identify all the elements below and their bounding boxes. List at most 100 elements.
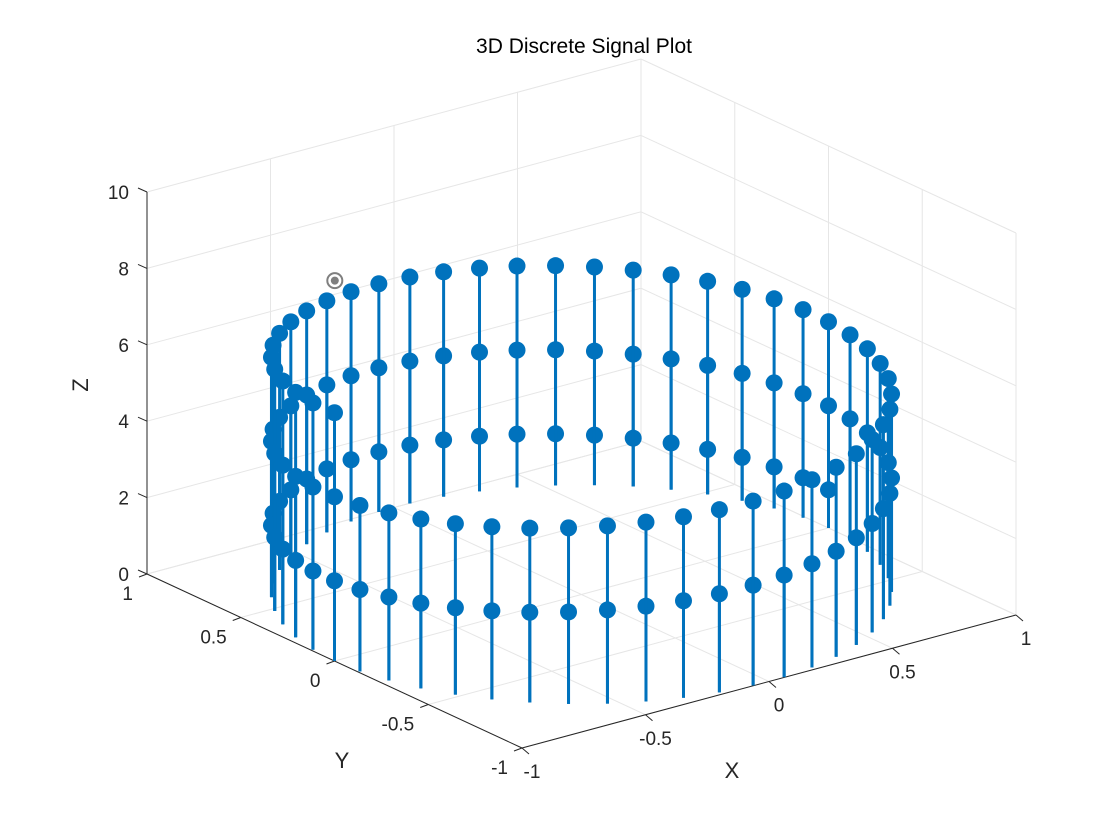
grid-line bbox=[146, 58, 642, 193]
stem-marker bbox=[879, 370, 897, 388]
x-tick-label: 0.5 bbox=[889, 662, 915, 683]
stem-marker bbox=[744, 492, 762, 510]
stem-marker bbox=[674, 508, 692, 526]
grid-line bbox=[146, 287, 642, 422]
z-tick bbox=[137, 416, 148, 422]
stem-marker bbox=[765, 290, 783, 308]
stem-marker bbox=[471, 259, 489, 277]
grid-line bbox=[334, 527, 829, 662]
z-tick bbox=[137, 263, 148, 269]
stem-marker bbox=[370, 275, 388, 293]
stem-marker bbox=[775, 482, 793, 500]
z-tick-label: 8 bbox=[118, 259, 129, 280]
y-tick-label: 0 bbox=[310, 671, 321, 692]
stem-marker bbox=[863, 430, 881, 448]
stem-marker bbox=[560, 519, 578, 537]
stem-marker bbox=[412, 510, 430, 528]
stem-marker bbox=[287, 467, 305, 485]
stem-marker bbox=[435, 263, 453, 281]
stem-marker bbox=[287, 551, 305, 569]
stem-marker bbox=[326, 404, 343, 422]
stems bbox=[262, 257, 901, 704]
z-tick bbox=[137, 493, 148, 499]
y-tick bbox=[513, 747, 523, 752]
stem-marker bbox=[858, 340, 876, 358]
y-tick bbox=[138, 573, 148, 578]
z-tick-label: 0 bbox=[118, 565, 129, 586]
stem-marker bbox=[585, 342, 603, 360]
stem-marker bbox=[326, 488, 343, 506]
stem-marker bbox=[883, 385, 901, 403]
stem-marker bbox=[547, 257, 565, 275]
stem-marker bbox=[342, 283, 360, 301]
grid-line bbox=[240, 484, 735, 618]
stem-marker bbox=[871, 354, 889, 372]
stem-marker bbox=[841, 410, 859, 428]
x-tick-label: 0 bbox=[774, 696, 785, 717]
stem-marker bbox=[624, 261, 642, 279]
stem-marker bbox=[710, 501, 728, 519]
z-tick bbox=[137, 569, 148, 575]
stem-marker bbox=[699, 272, 717, 290]
stem-marker bbox=[326, 572, 343, 590]
x-tick bbox=[645, 714, 653, 722]
chart-title: 3D Discrete Signal Plot bbox=[476, 35, 692, 58]
stem-marker bbox=[794, 385, 812, 403]
stem-marker bbox=[298, 302, 316, 320]
stem-marker bbox=[637, 513, 655, 531]
stem-marker bbox=[521, 519, 539, 537]
y-tick bbox=[232, 617, 241, 621]
grid-line bbox=[640, 211, 1017, 387]
y-tick bbox=[326, 660, 335, 665]
stem-marker bbox=[827, 458, 845, 476]
stem-marker bbox=[820, 313, 837, 331]
x-axis-label: X bbox=[725, 758, 740, 783]
y-tick-label: -1 bbox=[491, 758, 508, 779]
grid-line bbox=[517, 473, 893, 649]
stem-marker bbox=[380, 504, 398, 522]
stem-marker bbox=[318, 376, 336, 394]
stem-marker bbox=[318, 460, 336, 478]
stem-marker bbox=[351, 580, 369, 598]
stem-marker bbox=[412, 594, 430, 612]
y-axis-label: Y bbox=[335, 748, 350, 773]
stem-marker bbox=[483, 602, 501, 620]
stem-marker bbox=[841, 326, 859, 344]
stem-marker bbox=[585, 258, 603, 276]
stem-marker bbox=[471, 427, 489, 445]
stem-marker bbox=[794, 301, 812, 319]
grid-line bbox=[640, 134, 1017, 310]
x-tick bbox=[1015, 614, 1024, 622]
stem-marker bbox=[881, 484, 899, 502]
z-tick bbox=[137, 187, 148, 193]
stem-marker bbox=[598, 601, 616, 619]
stem-marker bbox=[874, 416, 892, 434]
stem-marker bbox=[483, 518, 501, 536]
z-tick-label: 10 bbox=[108, 183, 129, 204]
y-tick-label: 1 bbox=[122, 584, 133, 605]
highlighted-marker-center bbox=[330, 276, 339, 285]
stem-marker bbox=[847, 445, 865, 463]
stem-marker bbox=[351, 496, 369, 514]
x-tick bbox=[892, 647, 900, 655]
grid-line bbox=[640, 58, 1017, 234]
stem-marker bbox=[304, 394, 322, 412]
stem-marker bbox=[446, 515, 464, 533]
stem-marker bbox=[401, 352, 419, 370]
stem-marker bbox=[733, 280, 751, 298]
stem-marker bbox=[547, 341, 565, 359]
z-axis-label: Z bbox=[68, 378, 93, 391]
stem-marker bbox=[282, 313, 300, 331]
x-tick-label: 1 bbox=[1021, 629, 1032, 650]
y-tick-label: -0.5 bbox=[382, 715, 415, 736]
grid-line bbox=[146, 364, 642, 499]
z-tick-label: 4 bbox=[118, 412, 129, 433]
stem-marker bbox=[598, 517, 616, 535]
z-tick-label: 2 bbox=[118, 489, 129, 510]
grid-line bbox=[146, 134, 642, 269]
grid-line bbox=[146, 211, 642, 346]
stem-marker bbox=[342, 367, 360, 385]
stem-marker bbox=[318, 292, 336, 310]
